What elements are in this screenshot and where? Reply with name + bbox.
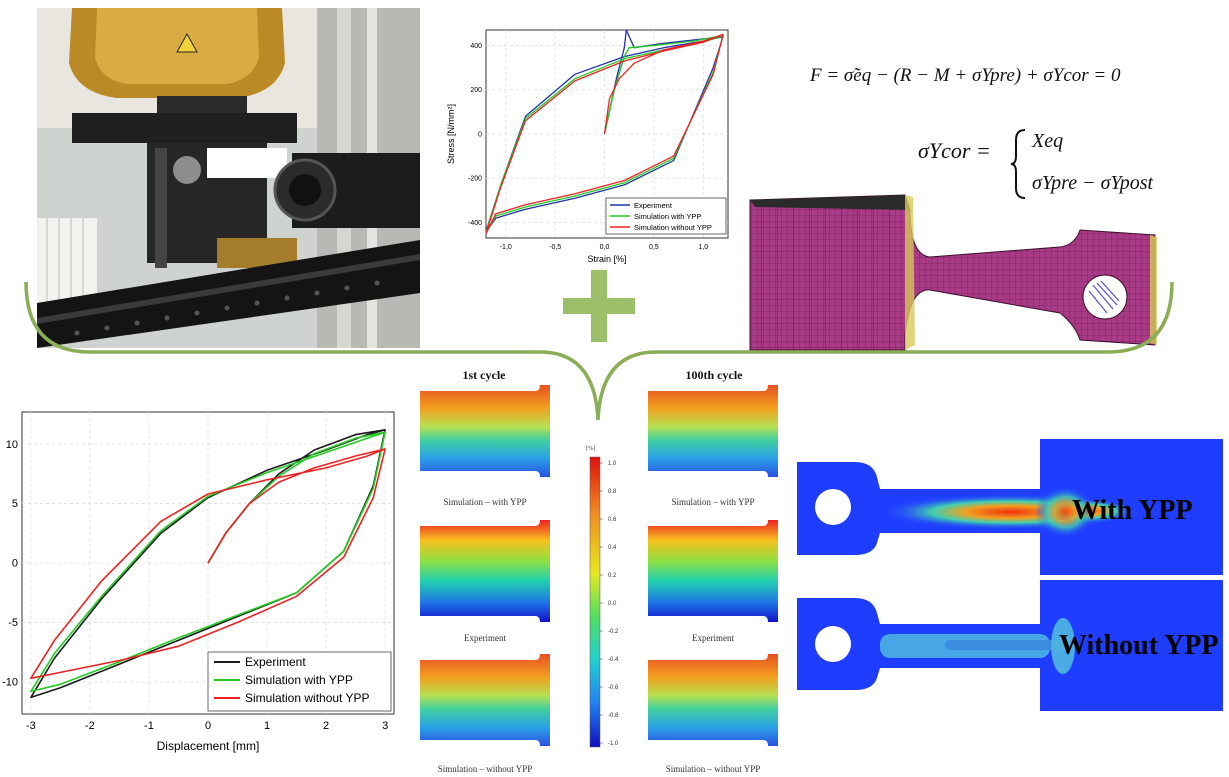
x-tick-label: 1,0	[698, 244, 708, 251]
legend-label-without-ypp: Simulation without YPP	[634, 223, 712, 232]
y-tick-label: -200	[468, 176, 482, 183]
series-line-experiment	[485, 29, 724, 233]
caption-cycle100-experiment: Experiment	[692, 633, 734, 643]
y-tick-label: 0	[12, 558, 18, 570]
colorbar-tick-label: 0.4	[608, 545, 617, 551]
y-tick-label: -400	[468, 220, 482, 227]
x-axis-label: Strain [%]	[587, 254, 626, 264]
fe-mesh-specimen	[749, 194, 1157, 351]
ycor-definition: σYcor =	[918, 138, 991, 164]
legend-label-with-ypp: Simulation with YPP	[245, 673, 353, 687]
caption-cycle100-with-ypp: Simulation – with YPP	[671, 497, 755, 507]
contour-cycle1-sim-without-ypp	[420, 654, 550, 746]
colorbar-tick-label: 1.0	[608, 461, 617, 467]
curly-brace	[24, 281, 1174, 421]
series-line-simulation-with-ypp	[485, 34, 724, 234]
contour-cycle1-experiment	[420, 520, 550, 622]
caption-cycle100-without-ypp: Simulation – without YPP	[665, 764, 761, 774]
legend-label-experiment: Experiment	[634, 201, 673, 210]
y-tick-label: 10	[6, 439, 18, 451]
colorbar-tick-label: -0.4	[608, 657, 619, 663]
case-x-eq: Xeq	[1032, 130, 1064, 152]
caption-cycle1-without-ypp: Simulation – without YPP	[437, 764, 533, 774]
strain-colorbar: 1.0 0.8 0.6 0.4 0.2 0.0 -0.2 -0.4 -0.6 -0.8 -1.0	[589, 456, 619, 748]
case-ypre-minus-ypost: σYpre − σYpost	[1032, 172, 1154, 194]
legend-label-without-ypp: Simulation without YPP	[245, 691, 370, 705]
plus-icon	[563, 270, 635, 342]
contour-cycle1-sim-with-ypp	[420, 385, 550, 477]
yield-function-equation: F = σ̃eq − (R − M + σYpre) + σYcor = 0	[810, 65, 1121, 86]
x-tick-label: 2	[323, 720, 329, 732]
specimen-field-with-ypp: With YPP	[795, 437, 1225, 577]
chart-legend: Experiment Simulation with YPP Simulatio…	[605, 197, 727, 235]
specimen-field-without-ypp: Without YPP	[795, 578, 1225, 713]
colorbar-unit: [%]	[586, 446, 595, 452]
colorbar-tick-label: -0.2	[608, 629, 619, 635]
x-tick-label: 0,0	[600, 244, 610, 251]
series-line-simulation-without-ypp	[485, 33, 724, 235]
y-tick-label: 5	[12, 498, 18, 510]
contour-cycle100-experiment	[648, 520, 778, 622]
y-tick-label: 200	[470, 87, 482, 94]
without-ypp-label: Without YPP	[1059, 630, 1218, 661]
x-tick-label: -2	[85, 720, 95, 732]
colorbar-tick-label: -0.8	[608, 713, 619, 719]
cycle-100-title: 100th cycle	[685, 368, 743, 382]
with-ypp-label: With YPP	[1072, 495, 1193, 526]
colorbar-tick-label: 0.2	[608, 573, 617, 579]
contour-cycle100-sim-with-ypp	[648, 385, 778, 477]
legend-label-experiment: Experiment	[245, 655, 306, 669]
ycor-lhs: σYcor =	[918, 138, 991, 163]
x-tick-label: 3	[382, 720, 388, 732]
colorbar-tick-label: -1.0	[608, 741, 619, 747]
y-tick-label: -5	[8, 617, 18, 629]
caption-cycle1-with-ypp: Simulation – with YPP	[443, 497, 527, 507]
y-tick-label: 0	[478, 131, 482, 138]
x-tick-label: 1	[264, 720, 270, 732]
colorbar-tick-label: 0.8	[608, 489, 617, 495]
y-axis-label: Stress [N/mm²]	[446, 104, 456, 164]
chart-legend: Experiment Simulation with YPP Simulatio…	[207, 651, 392, 712]
colorbar-tick-label: 0.0	[608, 601, 617, 607]
y-tick-label: -10	[2, 677, 18, 689]
x-tick-label: 0,5	[649, 244, 659, 251]
contour-cycle100-sim-without-ypp	[648, 654, 778, 746]
x-tick-label: -1,0	[500, 244, 512, 251]
legend-label-with-ypp: Simulation with YPP	[634, 212, 701, 221]
x-tick-label: -3	[26, 720, 36, 732]
colorbar-tick-label: -0.6	[608, 685, 619, 691]
cases-brace	[1010, 129, 1026, 199]
x-tick-label: -0,5	[549, 244, 561, 251]
stress-strain-chart: -1,0 -0,5 0,0 0,5 1,0 400 200 0 -200 -400 Experim…	[446, 29, 729, 264]
x-tick-label: -1	[144, 720, 154, 732]
series-line-simulation-without-ypp	[30, 448, 386, 680]
caption-cycle1-experiment: Experiment	[464, 633, 506, 643]
colorbar-tick-label: 0.6	[608, 517, 617, 523]
x-tick-label: 0	[205, 720, 211, 732]
cycle-1-title: 1st cycle	[462, 368, 506, 382]
x-axis-label: Displacement [mm]	[157, 739, 260, 753]
test-machine-photo	[37, 8, 420, 348]
y-tick-label: 400	[470, 43, 482, 50]
